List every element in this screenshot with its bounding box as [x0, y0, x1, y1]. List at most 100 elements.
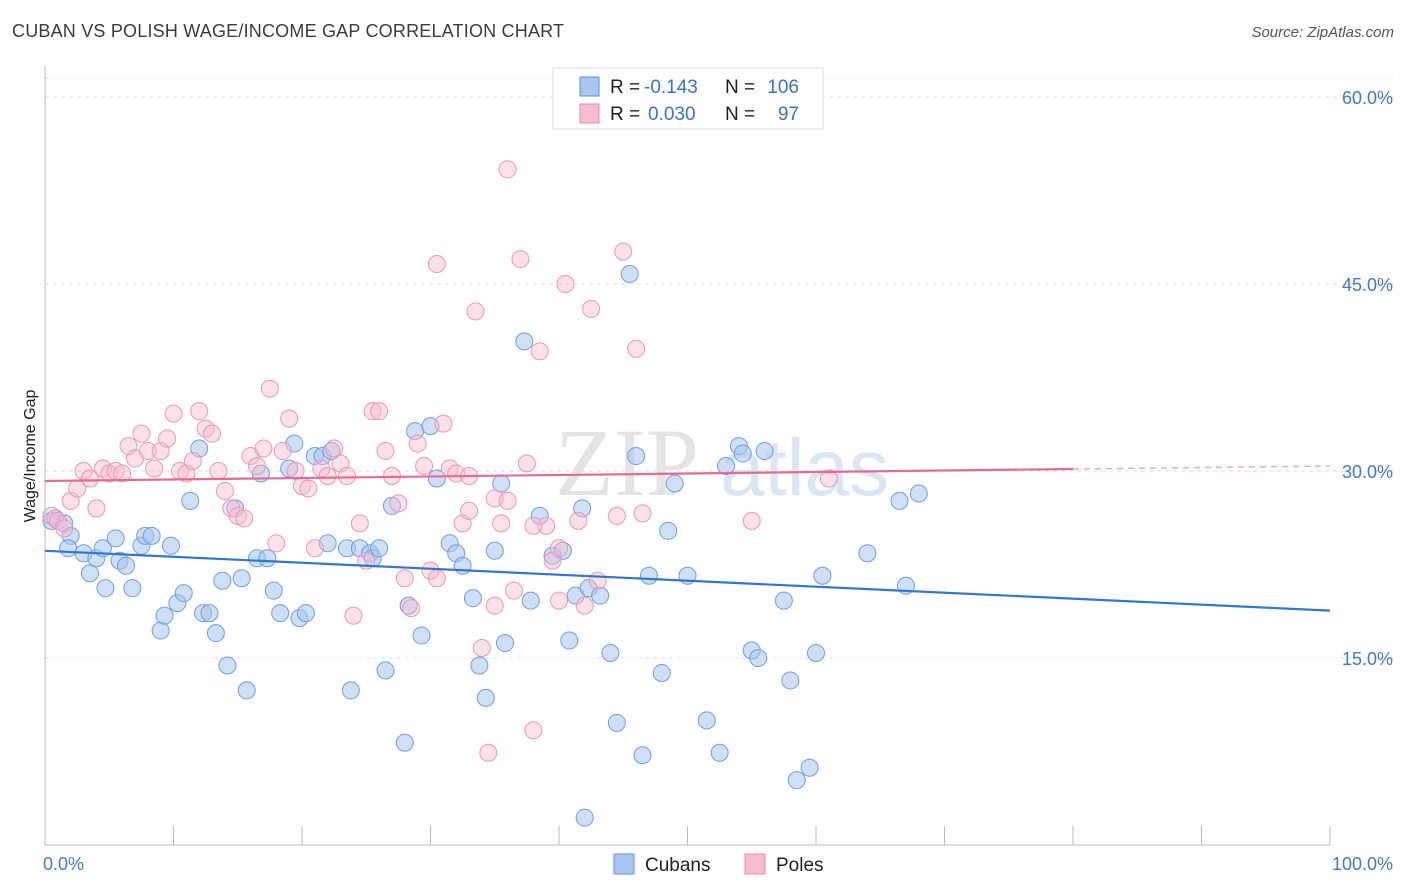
data-point-poles: [280, 409, 299, 428]
data-point-poles: [530, 342, 549, 361]
data-point-cubans: [733, 444, 752, 463]
data-point-poles: [138, 442, 157, 461]
data-point-poles: [498, 160, 517, 179]
data-point-cubans: [161, 536, 180, 555]
data-point-cubans: [659, 521, 678, 540]
data-point-cubans: [213, 571, 232, 590]
data-point-cubans: [620, 265, 639, 284]
data-point-cubans: [200, 604, 219, 623]
series-poles: [42, 160, 838, 762]
legend-row-cubans: R = -0.143 N = 106: [579, 76, 799, 98]
data-point-poles: [183, 452, 202, 471]
data-point-poles: [492, 514, 511, 533]
y-axis-title: Wage/Income Gap: [22, 390, 39, 523]
data-point-cubans: [807, 644, 825, 663]
data-point-poles: [582, 299, 601, 318]
data-point-cubans: [633, 746, 652, 765]
data-point-poles: [158, 429, 177, 448]
y-tick-label: 15.0%: [1342, 649, 1393, 669]
data-point-poles: [742, 511, 761, 530]
data-point-poles: [370, 402, 389, 421]
data-point-poles: [402, 599, 421, 618]
bottom-legend: Cubans Poles: [613, 853, 824, 876]
data-point-poles: [260, 379, 279, 398]
data-point-poles: [524, 721, 543, 740]
data-point-poles: [389, 494, 408, 513]
data-point-cubans: [341, 681, 360, 700]
legend-n-label: N =: [725, 104, 755, 125]
watermark-atlas: atlas: [720, 423, 889, 512]
data-point-cubans: [665, 474, 684, 493]
data-point-cubans: [607, 713, 626, 732]
data-point-cubans: [370, 539, 389, 558]
data-point-poles: [164, 404, 183, 423]
data-point-poles: [607, 506, 626, 525]
data-point-cubans: [59, 539, 78, 558]
series-cubans: [42, 265, 928, 827]
data-point-cubans: [296, 604, 315, 623]
trend-line-poles: [44, 467, 1074, 483]
legend-r-value: -0.143: [644, 77, 698, 98]
data-point-poles: [633, 504, 652, 523]
data-point-poles: [415, 457, 434, 476]
chart-title: CUBAN VS POLISH WAGE/INCOME GAP CORRELAT…: [12, 21, 565, 41]
source-label: Source: ZipAtlas.com: [1251, 24, 1394, 41]
legend-swatch-cubans: [579, 76, 600, 97]
data-point-cubans: [591, 586, 610, 605]
data-point-poles: [325, 439, 344, 458]
data-point-cubans: [80, 564, 99, 583]
data-points: [42, 160, 928, 827]
data-point-cubans: [232, 569, 251, 588]
data-point-cubans: [601, 644, 620, 663]
data-point-poles: [427, 569, 446, 588]
data-point-cubans: [800, 758, 819, 777]
data-point-cubans: [427, 469, 446, 488]
data-point-poles: [55, 519, 74, 538]
data-point-poles: [286, 462, 305, 480]
data-point-poles: [517, 454, 536, 473]
data-point-poles: [819, 469, 838, 488]
watermark-zip: ZIP: [555, 409, 699, 516]
x-tick-label: 0.0%: [43, 854, 84, 874]
data-point-poles: [550, 539, 568, 558]
data-point-cubans: [717, 457, 736, 476]
legend-n-value: 106: [767, 77, 799, 98]
data-point-poles: [190, 402, 209, 421]
data-point-cubans: [264, 581, 283, 600]
data-point-cubans: [226, 499, 245, 518]
data-point-poles: [337, 466, 356, 485]
data-point-poles: [248, 457, 267, 476]
data-point-cubans: [453, 556, 472, 575]
data-point-poles: [299, 479, 318, 498]
data-point-cubans: [697, 711, 716, 730]
data-point-poles: [87, 499, 106, 518]
data-point-poles: [376, 442, 395, 461]
data-point-poles: [614, 242, 633, 261]
data-point-poles: [145, 459, 164, 478]
legend-row-poles: R = 0.030 N = 97: [579, 103, 799, 125]
data-point-cubans: [376, 661, 395, 680]
data-point-cubans: [106, 529, 125, 548]
data-point-poles: [524, 516, 543, 535]
legend-r-label: R =: [610, 104, 640, 125]
trend-line-cubans: [44, 549, 1331, 612]
data-point-cubans: [710, 743, 729, 762]
data-point-cubans: [142, 526, 161, 545]
data-point-poles: [344, 606, 363, 625]
data-point-poles: [505, 581, 524, 600]
data-point-cubans: [395, 733, 414, 752]
watermark: ZIP atlas: [555, 409, 889, 516]
data-point-cubans: [890, 491, 909, 510]
data-point-cubans: [322, 442, 341, 461]
data-point-poles: [215, 481, 234, 500]
data-point-cubans: [781, 671, 800, 690]
data-point-poles: [627, 339, 646, 358]
data-point-poles: [485, 596, 504, 615]
data-point-cubans: [813, 566, 832, 585]
data-point-cubans: [496, 634, 515, 653]
y-tick-label: 60.0%: [1342, 88, 1393, 108]
data-point-cubans: [470, 656, 489, 675]
data-point-poles: [132, 424, 151, 443]
data-point-cubans: [627, 447, 646, 466]
